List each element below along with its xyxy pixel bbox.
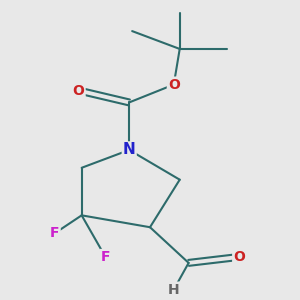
Text: F: F [101, 250, 110, 264]
Text: O: O [233, 250, 245, 264]
Text: O: O [168, 78, 180, 92]
Text: H: H [168, 283, 180, 297]
Text: F: F [50, 226, 60, 240]
Text: O: O [73, 83, 85, 98]
Text: N: N [123, 142, 136, 158]
